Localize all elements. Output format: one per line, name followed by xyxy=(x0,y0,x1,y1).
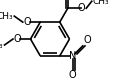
Text: CH₃: CH₃ xyxy=(0,12,13,21)
Text: O: O xyxy=(83,35,91,45)
Text: O: O xyxy=(23,17,31,27)
Text: CH₃: CH₃ xyxy=(0,41,4,50)
Text: O: O xyxy=(78,3,86,13)
Text: O: O xyxy=(69,70,77,80)
Text: CH₃: CH₃ xyxy=(93,0,109,6)
Text: N: N xyxy=(69,51,76,61)
Text: O: O xyxy=(14,34,21,44)
